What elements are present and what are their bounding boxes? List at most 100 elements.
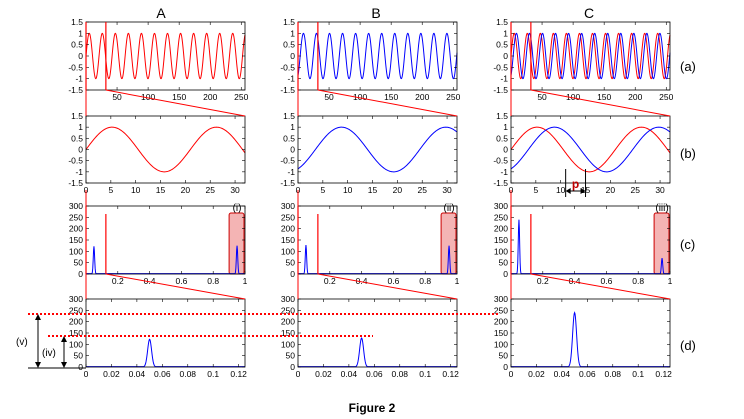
x-tick-label-d: 0.04 [129,369,146,379]
y-tick-label-b: 1 [78,122,83,132]
plot-frame [297,205,458,275]
y-tick-label-d: 50 [499,351,509,361]
y-tick-label-a: -1 [287,74,295,84]
x-tick-label-d: 0.12 [230,369,247,379]
y-tick-label-d: 0 [290,362,295,372]
y-tick-label-d: 0 [503,362,508,372]
series-line-blue [297,32,458,80]
y-tick-label-d: 150 [281,328,295,338]
x-tick-label-d: 0.04 [554,369,571,379]
series-line-red [85,32,246,80]
x-tick-label-a: 50 [112,92,122,102]
column-header-a: A [156,5,166,21]
x-tick-label-d: 0.02 [528,369,545,379]
y-tick-label-d: 200 [494,317,508,327]
arrow-iv-head-top [61,336,67,342]
y-tick-label-d: 200 [281,317,295,327]
plot-frame [85,21,246,91]
y-tick-label-b: 1 [290,122,295,132]
plot-frame [510,205,671,275]
y-tick-label-d: 250 [69,305,83,315]
arrow-v-head-top [35,314,41,320]
y-tick-label-c: 50 [499,258,509,268]
x-tick-label-d: 0.1 [207,369,219,379]
panel-b-b: 1.510.50-0.5-1-1.5051015202530 [280,111,458,195]
y-tick-label-c: 150 [281,235,295,245]
x-tick-label-c: 0.8 [207,276,219,286]
x-tick-label-c: 0.4 [144,276,156,286]
x-tick-label-c: 0.8 [632,276,644,286]
zoom-connector [105,89,246,117]
spectrum-line [511,311,670,368]
phase-label: p [572,177,579,191]
plot-frame [510,115,671,184]
x-tick-label-d: 0.1 [632,369,644,379]
y-tick-label-d: 150 [494,328,508,338]
row-label-b: (b) [680,146,696,161]
panel-a-c: 1.51 0.50-0.5 -1-1.5 50 100 150 200 250 [493,17,673,102]
series-line-red [85,126,246,173]
highlight-box [228,212,245,275]
row-label-a: (a) [680,59,696,74]
y-tick-label-a: -1 [500,74,508,84]
y-tick-label-b: -1.5 [493,178,508,188]
phase-arrow-head [580,188,586,194]
y-tick-label-a: -1.5 [280,85,295,95]
x-tick-label-c: 0.4 [569,276,581,286]
x-tick-label-d: 0.08 [179,369,196,379]
y-tick-label-b: -0.5 [493,156,508,166]
x-tick-label-c: 0.6 [600,276,612,286]
y-tick-label-a: 0 [503,51,508,61]
panel-b-a: 1.510.50-0.5-1-1.5051015202530 [68,111,246,195]
x-tick-label-b: 15 [368,185,378,195]
y-tick-label-b: 0.5 [496,133,508,143]
phase-arrow-head [565,188,571,194]
row-label-c: (c) [680,237,695,252]
x-tick-label-b: 5 [320,185,325,195]
x-tick-label-c: 1 [455,276,460,286]
y-tick-label-a: 0.5 [496,40,508,50]
x-tick-label-c: 0.2 [112,276,124,286]
x-tick-label-b: 20 [181,185,191,195]
y-tick-label-c: 100 [494,246,508,256]
y-tick-label-c: 250 [69,212,83,222]
x-tick-label-d: 0.04 [341,369,358,379]
y-tick-label-d: 300 [494,294,508,304]
x-tick-label-c: 0.4 [356,276,368,286]
y-tick-label-b: 0.5 [283,133,295,143]
plot-frame [510,21,671,91]
y-tick-label-a: -1.5 [68,85,83,95]
y-tick-label-a: -1.5 [493,85,508,95]
x-tick-label-c: 0.6 [387,276,399,286]
plot-frame [297,298,458,368]
series-line-blue [510,32,671,80]
y-tick-label-a: 1.5 [496,17,508,27]
y-tick-label-b: 0 [503,145,508,155]
x-tick-label-a: 150 [172,92,186,102]
x-tick-label-a: 250 [234,92,248,102]
x-tick-label-a: 200 [628,92,642,102]
zoom-connector [317,89,458,117]
series-line-red [510,126,671,173]
x-tick-label-b: 25 [205,185,215,195]
panel-a-a: 1.51 0.50-0.5 -1-1.5 50 100 150 200 250 [68,17,248,102]
y-tick-label-c: 200 [494,224,508,234]
spectrum-line [86,245,245,275]
x-tick-label-a: 100 [353,92,367,102]
y-tick-label-c: 100 [281,246,295,256]
y-tick-label-b: 1.5 [283,111,295,121]
x-tick-label-a: 250 [446,92,460,102]
y-tick-label-d: 0 [78,362,83,372]
x-tick-label-d: 0 [296,369,301,379]
x-tick-label-c: 0.2 [537,276,549,286]
y-tick-label-b: -1 [500,167,508,177]
zoom-connector [105,273,246,300]
x-tick-label-d: 0.02 [103,369,120,379]
x-tick-label-a: 250 [659,92,673,102]
y-tick-label-c: 250 [281,212,295,222]
arrow-v-head-bottom [35,362,41,368]
x-tick-label-a: 150 [384,92,398,102]
y-tick-label-b: 0 [78,145,83,155]
